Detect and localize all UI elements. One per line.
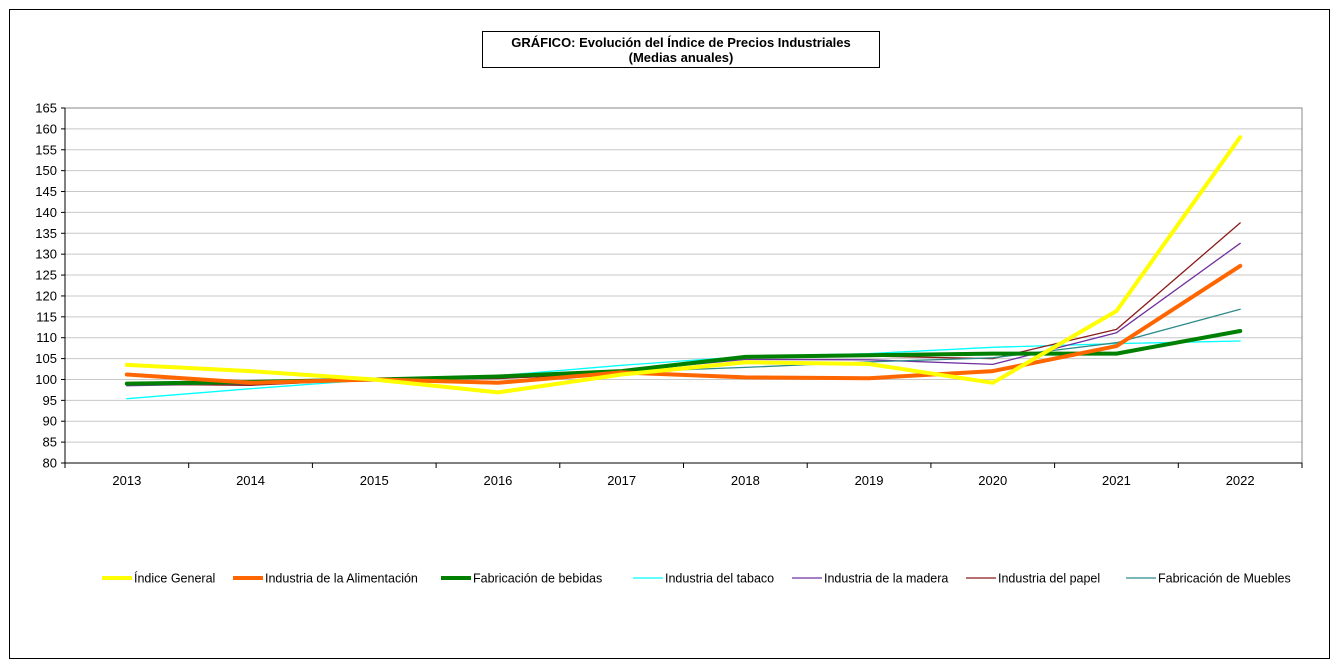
legend-label: Fabricación de Muebles: [1158, 572, 1291, 586]
legend-label: Industria de la madera: [824, 572, 948, 586]
x-tick-label: 2015: [360, 473, 389, 488]
x-axis-ticks: 2013 2014 2015 2016 2017 2018 2019 2020 2021 2022: [64, 463, 1303, 488]
y-tick-label: 130: [35, 247, 57, 262]
y-tick-label: 135: [35, 226, 57, 241]
y-tick-label: 150: [35, 163, 57, 178]
x-tick-label: 2022: [1226, 473, 1255, 488]
series-line-0: [124, 135, 1243, 395]
y-tick-label: 85: [43, 435, 57, 450]
legend: Índice General Industria de la Alimentaci…: [102, 571, 1291, 586]
y-tick-label: 155: [35, 142, 57, 157]
y-tick-label: 120: [35, 288, 57, 303]
axes: [64, 107, 1303, 464]
x-tick-label: 2017: [607, 473, 636, 488]
y-tick-label: 95: [43, 393, 57, 408]
plot-area: [64, 107, 1303, 464]
legend-label: Industria del papel: [998, 572, 1100, 586]
y-tick-label: 80: [43, 456, 57, 471]
legend-label: Industria del tabaco: [665, 572, 774, 586]
x-tick-label: 2016: [483, 473, 512, 488]
y-tick-label: 140: [35, 205, 57, 220]
x-tick-label: 2019: [855, 473, 884, 488]
y-tick-label: 110: [36, 330, 57, 345]
y-tick-label: 115: [36, 309, 57, 324]
chart-title-box: GRÁFICO: Evolución del Índice de Precios…: [482, 31, 880, 68]
y-tick-label: 125: [35, 268, 57, 283]
x-tick-label: 2018: [731, 473, 760, 488]
legend-label: Índice General: [134, 571, 215, 586]
series-line-1: [124, 263, 1243, 385]
x-tick-label: 2013: [112, 473, 141, 488]
y-tick-label: 165: [35, 101, 57, 116]
y-tick-label: 160: [35, 121, 57, 136]
y-tick-label: 105: [35, 351, 57, 366]
x-tick-label: 2020: [978, 473, 1007, 488]
legend-label: Fabricación de bebidas: [473, 572, 602, 586]
x-tick-label: 2014: [236, 473, 265, 488]
y-tick-label: 90: [43, 414, 57, 429]
series-lines: [124, 135, 1243, 400]
legend-label: Industria de la Alimentación: [265, 572, 418, 586]
gridlines: [65, 107, 1302, 464]
y-tick-label: 100: [35, 372, 57, 387]
y-tick-label: 145: [35, 184, 57, 199]
y-axis-ticks: 80 85 90 95 100 105 110 115 120 125 130 135 140 145 15…: [35, 101, 65, 471]
chart-title: GRÁFICO: Evolución del Índice de Precios…: [511, 35, 851, 50]
x-tick-label: 2021: [1102, 473, 1131, 488]
chart-subtitle: (Medias anuales): [628, 50, 734, 65]
